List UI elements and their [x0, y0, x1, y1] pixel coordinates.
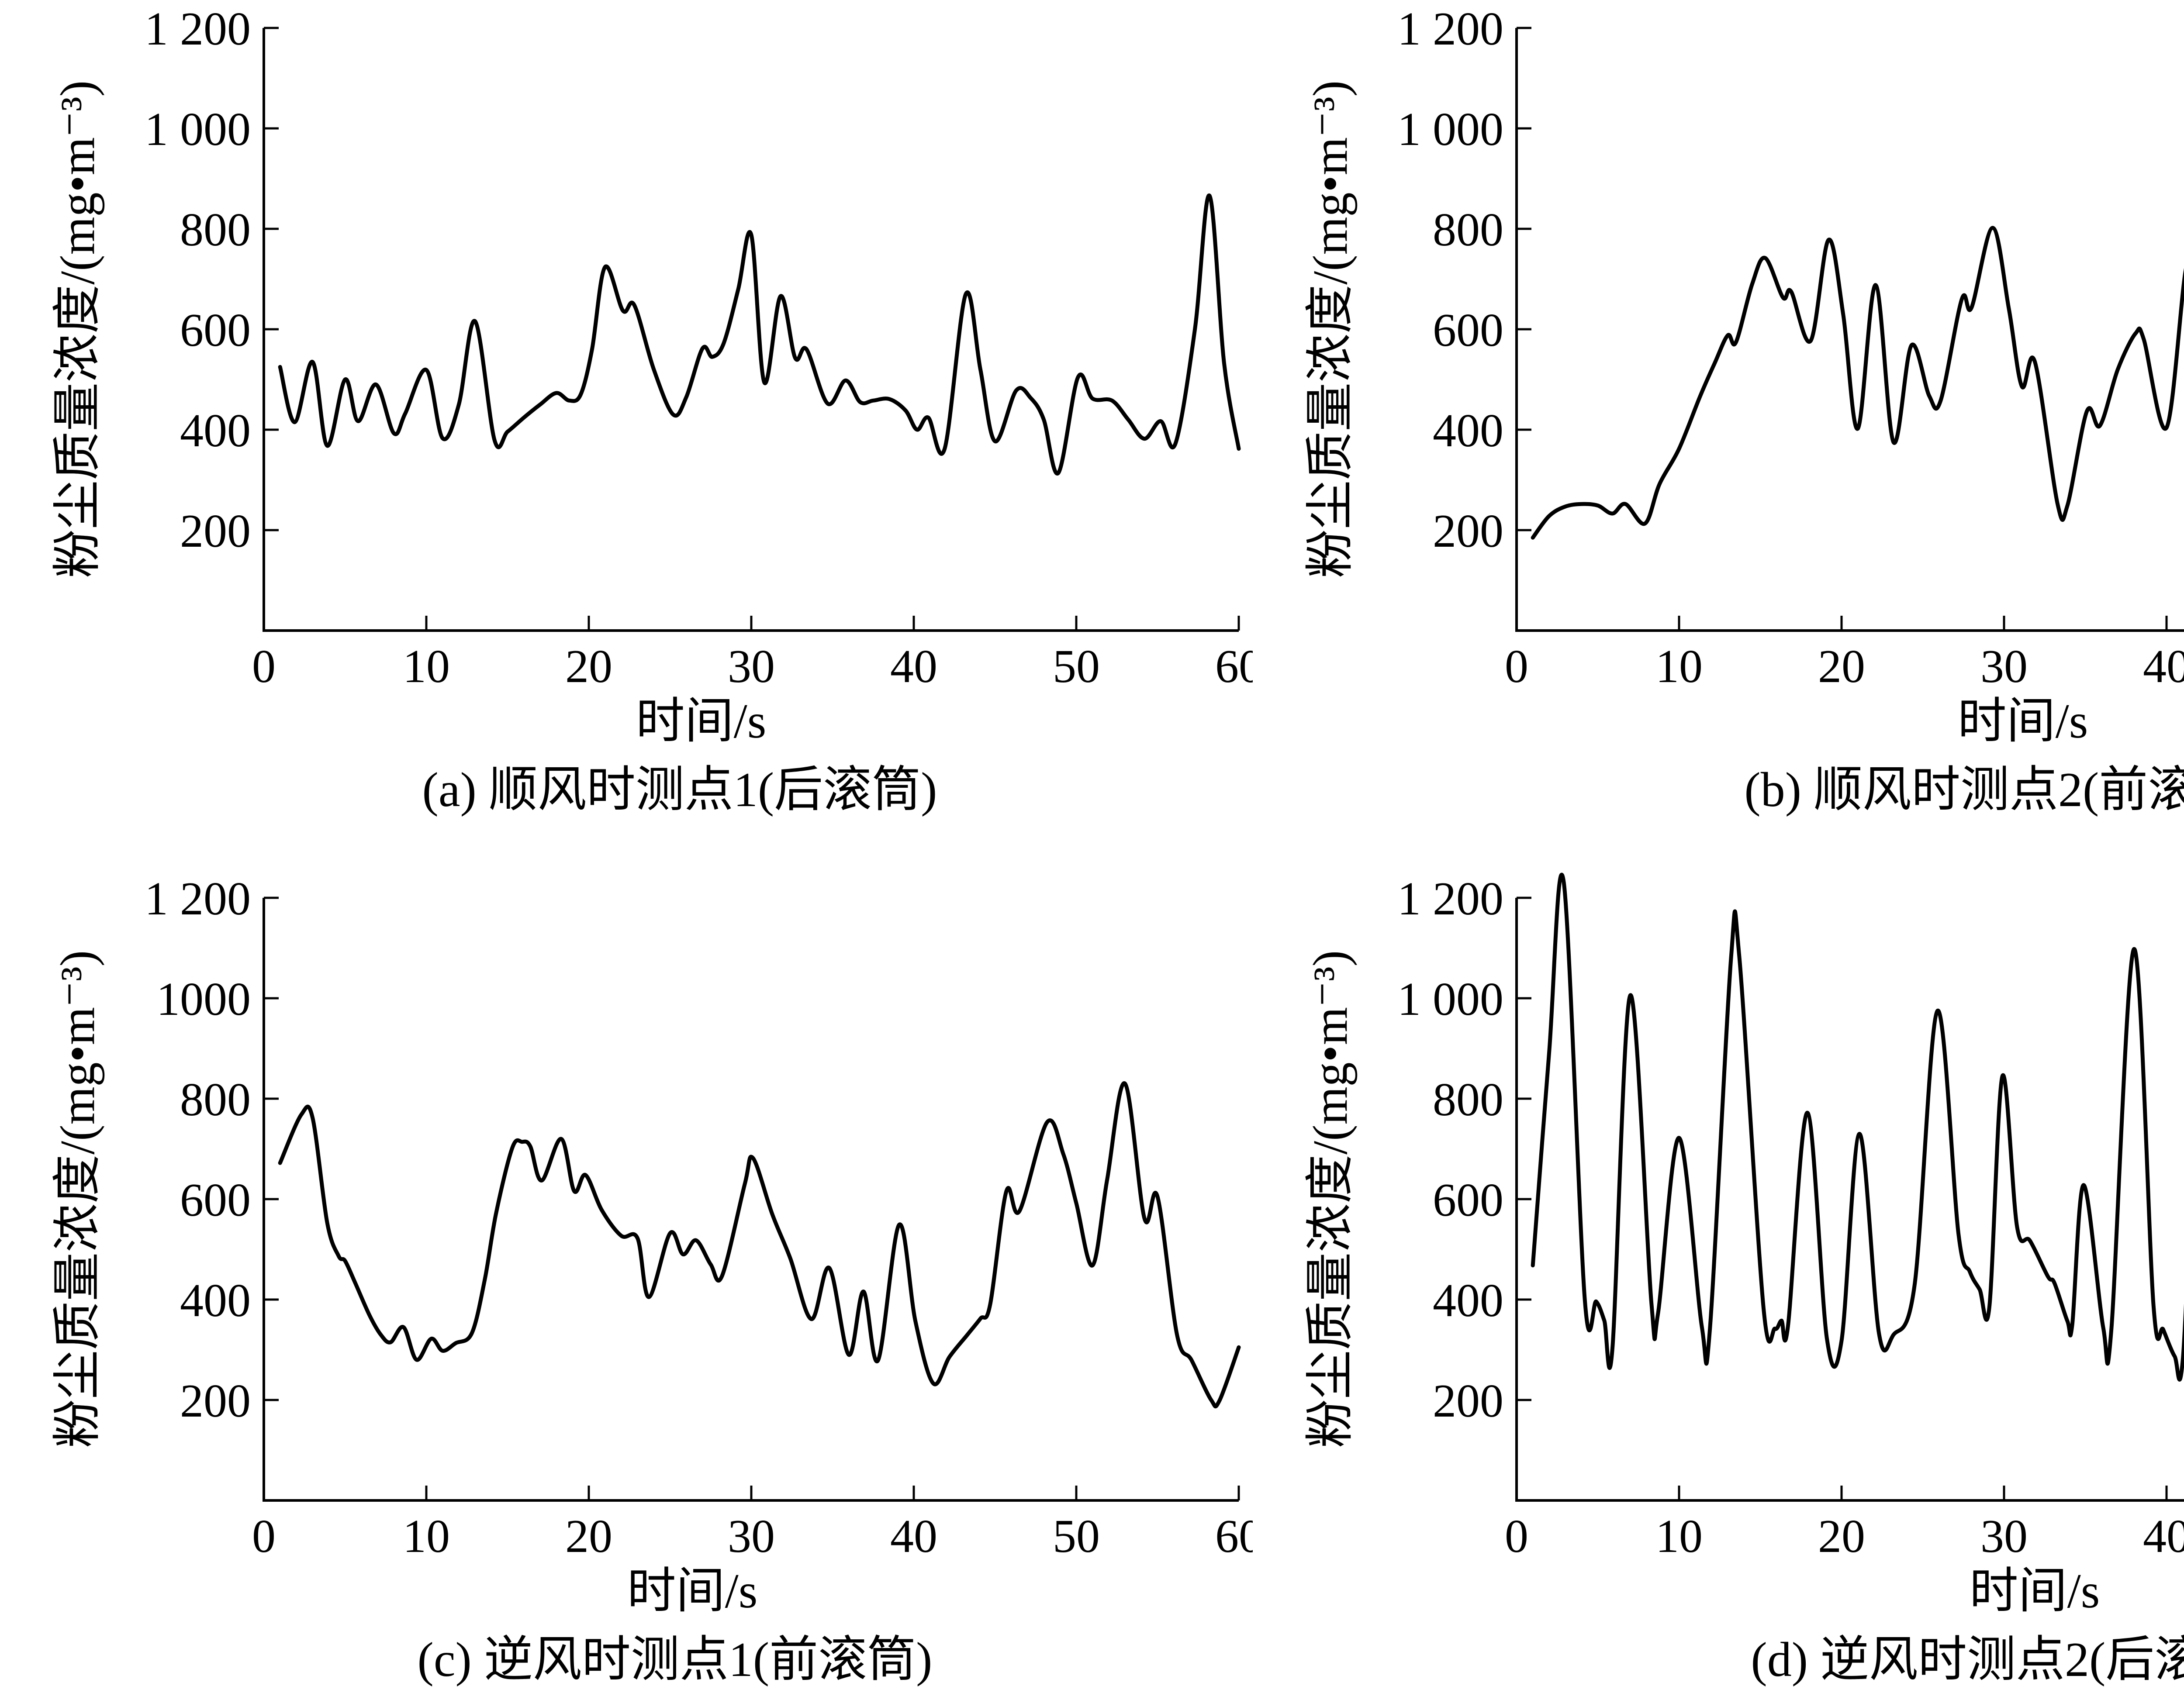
y-tick-label: 600 [180, 1174, 251, 1226]
subplot-caption-c: (c) 逆风时测点1(前滚筒) [418, 1633, 933, 1687]
chart-c-canvas: 200 400 600 800 1000 1 200 0 10 20 30 40 50 60 粉尘质量浓… [51, 873, 1253, 1687]
x-tick-label: 10 [1655, 641, 1703, 693]
y-tick-label: 1 000 [1397, 103, 1503, 155]
x-tick-label: 0 [1505, 641, 1528, 693]
axis-spine [1515, 28, 2184, 632]
x-tick-label: 10 [1655, 1510, 1703, 1562]
x-tick-label: 20 [1818, 1510, 1865, 1562]
dust-concentration-curve-d [1531, 872, 2184, 1382]
y-tick-label: 200 [180, 505, 251, 557]
x-tick-label: 50 [1053, 641, 1100, 693]
x-tick-label: 30 [1980, 1510, 2028, 1562]
y-tick-label: 1 200 [145, 873, 251, 925]
y-tick-label: 1 000 [145, 103, 251, 155]
x-tick-label: 0 [1505, 1510, 1528, 1562]
x-tick-label: 10 [403, 1510, 450, 1562]
y-tick-label: 600 [1433, 304, 1503, 356]
y-tick-label: 400 [180, 405, 251, 457]
x-tick-label: 40 [2143, 1510, 2184, 1562]
axis-spine [263, 28, 1239, 632]
chart-panel-a: 200 400 600 800 1 000 1 200 0 10 20 30 40 50 60 粉尘质量… [0, 0, 1253, 846]
y-tick-label: 600 [180, 304, 251, 356]
x-axis-label-d: 时间/s [1970, 1564, 2100, 1618]
y-tick-label: 800 [1433, 1074, 1503, 1126]
y-axis-label-c: 粉尘质量浓度/(mg•m⁻³) [51, 950, 105, 1448]
y-tick-label: 1 200 [145, 3, 251, 55]
x-tick-label: 40 [890, 1510, 937, 1562]
x-axis-label-c: 时间/s [627, 1564, 758, 1618]
chart-a-canvas: 200 400 600 800 1 000 1 200 0 10 20 30 40 50 60 粉尘质量… [51, 3, 1253, 817]
x-tick-label: 40 [2143, 641, 2184, 693]
y-tick-label: 800 [180, 204, 251, 256]
subplot-caption-d: (d) 逆风时测点2(后滚筒) [1751, 1633, 2184, 1687]
y-tick-label: 1 200 [1397, 3, 1503, 55]
x-tick-label: 20 [565, 1510, 612, 1562]
x-tick-label: 30 [728, 1510, 775, 1562]
x-tick-label: 0 [252, 641, 276, 693]
subplot-caption-b: (b) 顺风时测点2(前滚筒) [1744, 763, 2184, 817]
axes-c: 200 400 600 800 1000 1 200 0 10 20 30 40 50 60 [145, 873, 1253, 1562]
x-tick-label: 20 [1818, 641, 1865, 693]
x-tick-label: 40 [890, 641, 937, 693]
y-tick-label: 1000 [156, 973, 251, 1025]
x-tick-label: 30 [1980, 641, 2028, 693]
dust-concentration-curve-c [278, 1081, 1241, 1408]
subplot-caption-a: (a) 顺风时测点1(后滚筒) [422, 763, 937, 817]
x-tick-label: 50 [1053, 1510, 1100, 1562]
y-tick-label: 400 [180, 1275, 251, 1327]
y-axis-label-d: 粉尘质量浓度/(mg•m⁻³) [1303, 950, 1358, 1448]
axis-spine [263, 898, 1239, 1502]
x-tick-label: 0 [252, 1510, 276, 1562]
y-tick-label: 200 [1433, 1375, 1503, 1427]
y-tick-label: 400 [1433, 405, 1503, 457]
x-axis-label-a: 时间/s [636, 694, 767, 748]
dust-concentration-curve-b [1531, 226, 2184, 540]
x-tick-label: 60 [1215, 641, 1253, 693]
y-tick-label: 800 [1433, 204, 1503, 256]
y-tick-label: 200 [1433, 505, 1503, 557]
x-tick-label: 10 [403, 641, 450, 693]
x-tick-label: 60 [1215, 1510, 1253, 1562]
y-tick-label: 400 [1433, 1275, 1503, 1327]
x-tick-label: 20 [565, 641, 612, 693]
y-tick-label: 600 [1433, 1174, 1503, 1226]
y-tick-label: 1 200 [1397, 873, 1503, 925]
axes-a: 200 400 600 800 1 000 1 200 0 10 20 30 40 50 60 [145, 3, 1253, 693]
y-axis-label-b: 粉尘质量浓度/(mg•m⁻³) [1303, 80, 1358, 578]
y-axis-label-a: 粉尘质量浓度/(mg•m⁻³) [51, 80, 105, 578]
x-tick-label: 30 [728, 641, 775, 693]
y-tick-label: 800 [180, 1074, 251, 1126]
y-tick-label: 1 000 [1397, 973, 1503, 1025]
dust-concentration-curve-a [278, 193, 1241, 476]
x-axis-label-b: 时间/s [1958, 694, 2088, 748]
y-tick-label: 200 [180, 1375, 251, 1427]
chart-panel-c: 200 400 600 800 1000 1 200 0 10 20 30 40 50 60 粉尘质量浓… [0, 846, 1253, 1693]
